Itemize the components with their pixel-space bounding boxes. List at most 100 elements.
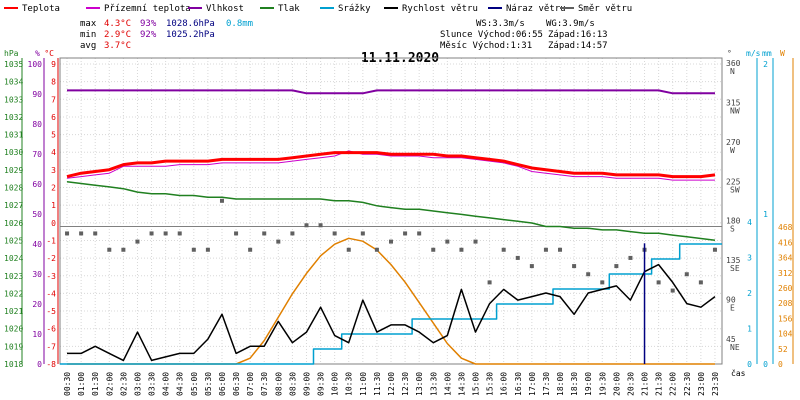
axis-tick-label: 468	[778, 223, 793, 232]
wind-direction-point	[417, 231, 422, 236]
plot-frame	[59, 57, 723, 365]
axis-tick-label: 1034	[4, 78, 23, 87]
axis-tick-label: 45	[726, 335, 736, 344]
x-tick-label: 14:00	[443, 372, 452, 396]
x-tick-label: 03:30	[148, 372, 157, 396]
legend-label: Vlhkost	[206, 4, 244, 14]
x-tick-label: 20:00	[612, 372, 621, 396]
x-tick-label: 17:30	[542, 372, 551, 396]
wind-direction-point	[600, 280, 605, 285]
wind-direction-point	[93, 231, 98, 236]
x-tick-label: 18:30	[570, 372, 579, 396]
wind-direction-point	[558, 247, 563, 252]
axis-tick-label: 80	[32, 120, 42, 129]
axis-label: °	[727, 49, 732, 58]
stats-wg: WG:3.9m/s	[546, 19, 595, 29]
axis-tick-label: -4	[46, 289, 56, 298]
axis-tick-label: 70	[32, 150, 42, 159]
x-tick-label: 15:30	[486, 372, 495, 396]
axis-tick-label: 1020	[4, 325, 23, 334]
axis-tick-label: 1	[747, 325, 752, 334]
x-tick-label: 17:00	[528, 372, 537, 396]
x-tick-label: 11:30	[373, 372, 382, 396]
wind-direction-point	[403, 231, 408, 236]
wind-direction-point	[276, 239, 281, 244]
x-tick-label: 01:00	[77, 372, 86, 396]
axis-tick-label: 364	[778, 254, 793, 263]
axis-tick-label: 10	[32, 330, 42, 339]
wind-direction-point	[248, 247, 253, 252]
series-line	[66, 181, 716, 241]
x-tick-label: 01:30	[91, 372, 100, 396]
wind-direction-point	[121, 247, 126, 252]
wind-direction-point	[262, 231, 267, 236]
x-tick-label: 11:00	[359, 372, 368, 396]
axis-tick-label: 4	[747, 218, 752, 227]
wind-direction-point	[614, 264, 619, 269]
axis-tick-label: 1028	[4, 184, 23, 193]
axis-tick-label: 0	[778, 360, 783, 369]
series-layer	[60, 89, 722, 365]
x-tick-label: 21:30	[655, 372, 664, 396]
axis-tick-label: 208	[778, 299, 793, 308]
wind-direction-point	[515, 255, 520, 260]
axis-tick-label: 1022	[4, 289, 23, 298]
series-line	[67, 263, 716, 362]
x-tick-label: 03:00	[134, 372, 143, 396]
x-tick-label: 02:30	[119, 372, 128, 396]
stats-ws: WS:3.3m/s	[476, 19, 525, 29]
x-tick-label: 12:30	[401, 372, 410, 396]
axis-tick-label: 2	[763, 60, 768, 69]
x-tick-label: 19:00	[584, 372, 593, 396]
stats-block: max 4.3°C 93% 1028.6hPa 0.8mm min 2.9°C 92% 1025…	[80, 19, 608, 51]
wind-direction-point	[656, 280, 661, 285]
stats-pressure: 1025.2hPa	[166, 30, 215, 40]
stats-label: avg	[80, 41, 96, 51]
axis-tick-label: 0	[763, 360, 768, 369]
axis-tick-label: S	[730, 225, 735, 234]
stats-pressure: 1028.6hPa	[166, 19, 215, 29]
wind-direction-point	[290, 231, 295, 236]
x-tick-label: 05:30	[204, 372, 213, 396]
stats-temp: 4.3°C	[104, 19, 131, 29]
axis-tick-label: 1029	[4, 166, 23, 175]
wind-direction-point	[149, 231, 154, 236]
axis-tick-label: 1026	[4, 219, 23, 228]
axis-tick-label: 90	[32, 90, 42, 99]
axis-tick-label: SE	[730, 264, 740, 273]
axis-tick-label: 0	[37, 360, 42, 369]
axis-tick-label: 1021	[4, 307, 23, 316]
x-tick-label: 14:30	[457, 372, 466, 396]
legend-label: Tlak	[278, 4, 300, 14]
axis-tick-label: 2	[51, 184, 56, 193]
x-tick-label: 16:00	[500, 372, 509, 396]
axis-tick-label: 3	[51, 166, 56, 175]
wind-direction-point	[107, 247, 112, 252]
wind-direction-point	[318, 223, 323, 228]
wind-direction-point	[177, 231, 182, 236]
x-axis: 00:30 01:00 01:30 02:00 02:30 03:00 03:30 04:00…	[63, 368, 746, 396]
axis-tick-label: NW	[730, 106, 740, 115]
axis-tick-label: 52	[778, 345, 788, 354]
axis-tick-label: 360	[726, 59, 741, 68]
stats-label: min	[80, 30, 96, 40]
axis-tick-label: 60	[32, 180, 42, 189]
wind-direction-point	[79, 231, 84, 236]
wind-direction-point	[65, 231, 70, 236]
axis-tick-label: 9	[51, 60, 56, 69]
axis-tick-label: E	[730, 304, 735, 313]
axis-tick-label: 7	[51, 95, 56, 104]
axis-tick-label: 104	[778, 330, 793, 339]
axis-tick-label: 6	[51, 113, 56, 122]
stats-humidity: 92%	[140, 30, 157, 40]
x-tick-label: 06:30	[232, 372, 241, 396]
wind-direction-point	[543, 247, 548, 252]
x-tick-label: 04:30	[176, 372, 185, 396]
axis-tick-label: 1030	[4, 148, 23, 157]
axis-tick-label: 260	[778, 284, 793, 293]
axis-tick-label: -2	[46, 254, 56, 263]
axis-tick-label: 1018	[4, 360, 23, 369]
axis-tick-label: -6	[46, 325, 56, 334]
x-axis-label: čas	[731, 368, 746, 378]
wind-direction-point	[712, 247, 717, 252]
